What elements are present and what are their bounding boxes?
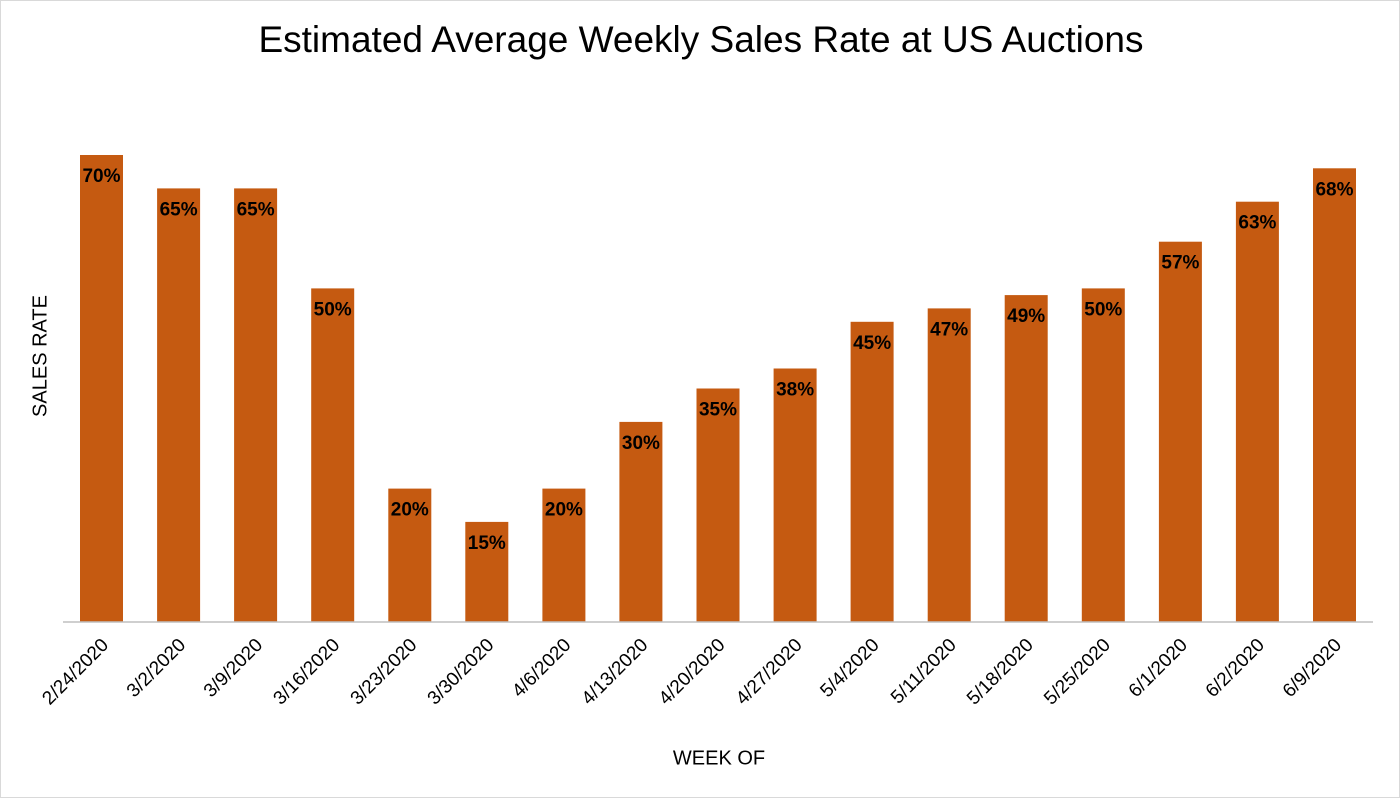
- bar-5: [465, 521, 509, 622]
- bar-12: [1004, 295, 1048, 622]
- bar-4: [388, 488, 432, 622]
- data-label-12: 49%: [1007, 306, 1045, 327]
- data-label-4: 20%: [391, 500, 429, 521]
- x-tick-label-4: 3/23/2020: [347, 635, 422, 710]
- data-label-7: 30%: [622, 433, 660, 454]
- data-label-8: 35%: [699, 400, 737, 421]
- bar-6: [542, 488, 586, 622]
- data-label-5: 15%: [468, 533, 506, 554]
- bar-10: [850, 321, 894, 622]
- bar-3: [311, 288, 355, 622]
- data-label-6: 20%: [545, 500, 583, 521]
- x-tick-label-6: 4/6/2020: [508, 635, 575, 702]
- bar-9: [773, 368, 817, 622]
- data-label-1: 65%: [160, 199, 198, 220]
- bar-13: [1081, 288, 1125, 622]
- data-label-14: 57%: [1161, 253, 1199, 274]
- bar-11: [927, 308, 971, 622]
- data-label-16: 68%: [1315, 179, 1353, 200]
- bar-0: [80, 155, 123, 622]
- x-tick-label-16: 6/9/2020: [1279, 635, 1346, 702]
- bar-14: [1158, 241, 1202, 622]
- data-label-10: 45%: [853, 333, 891, 354]
- x-tick-label-14: 6/1/2020: [1125, 635, 1192, 702]
- bar-7: [619, 421, 663, 622]
- data-label-0: 70%: [82, 166, 120, 187]
- x-tick-label-11: 5/11/2020: [887, 635, 961, 709]
- bar-8: [696, 388, 740, 622]
- x-tick-label-12: 5/18/2020: [963, 635, 1038, 710]
- data-label-2: 65%: [237, 199, 275, 220]
- x-tick-label-1: 3/2/2020: [123, 635, 190, 702]
- x-tick-label-8: 4/20/2020: [655, 635, 730, 710]
- data-label-9: 38%: [776, 380, 814, 401]
- x-tick-label-0: 2/24/2020: [38, 635, 113, 710]
- data-label-3: 50%: [314, 299, 352, 320]
- bar-16: [1313, 168, 1356, 623]
- bar-15: [1235, 201, 1279, 622]
- x-tick-label-2: 3/9/2020: [200, 635, 267, 702]
- data-label-15: 63%: [1238, 213, 1276, 234]
- x-tick-label-5: 3/30/2020: [424, 635, 499, 710]
- x-tick-label-3: 3/16/2020: [270, 635, 345, 710]
- bar-1: [157, 188, 201, 622]
- chart-title: Estimated Average Weekly Sales Rate at U…: [258, 19, 1144, 60]
- data-label-11: 47%: [930, 319, 968, 340]
- x-tick-label-13: 5/25/2020: [1040, 635, 1115, 710]
- data-label-13: 50%: [1084, 299, 1122, 320]
- x-tick-label-9: 4/27/2020: [732, 635, 807, 710]
- x-tick-label-7: 4/13/2020: [578, 635, 653, 710]
- x-tick-label-10: 5/4/2020: [816, 635, 883, 702]
- x-tick-label-15: 6/2/2020: [1202, 635, 1269, 702]
- x-axis-label: WEEK OF: [672, 747, 766, 770]
- bar-2: [234, 188, 278, 622]
